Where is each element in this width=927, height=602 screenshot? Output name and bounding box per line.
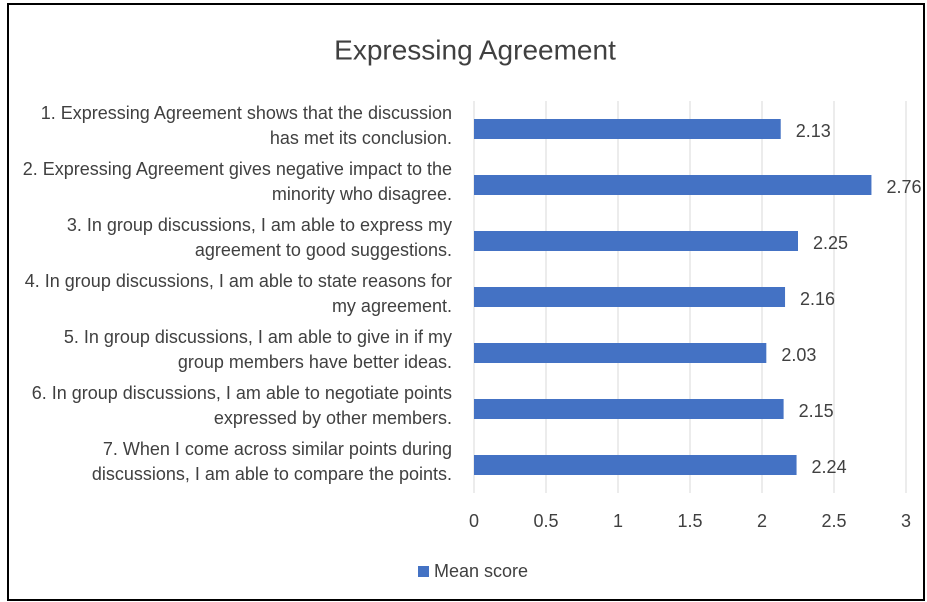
y-tick-label: 2. Expressing Agreement gives negative i… xyxy=(22,159,452,204)
x-tick-label: 0 xyxy=(469,511,479,531)
bar xyxy=(474,343,767,363)
x-tick-label: 1.5 xyxy=(677,511,702,531)
y-tick-label: 7. When I come across similar points dur… xyxy=(91,439,452,484)
legend-label: Mean score xyxy=(434,561,528,581)
x-tick-label: 2 xyxy=(757,511,767,531)
data-label: 2.25 xyxy=(813,233,848,253)
x-tick-label: 1 xyxy=(613,511,623,531)
y-tick-label: 3. In group discussions, I am able to ex… xyxy=(66,215,452,260)
y-tick-label: 5. In group discussions, I am able to gi… xyxy=(63,327,452,372)
bar xyxy=(474,175,872,195)
bar xyxy=(474,119,781,139)
data-label: 2.03 xyxy=(781,345,816,365)
y-tick-label: 1. Expressing Agreement shows that the d… xyxy=(40,103,452,148)
y-tick-label: 4. In group discussions, I am able to st… xyxy=(24,271,452,316)
x-tick-label: 2.5 xyxy=(821,511,846,531)
data-label: 2.76 xyxy=(886,177,921,197)
data-label: 2.13 xyxy=(796,121,831,141)
legend-swatch xyxy=(418,566,429,577)
bar xyxy=(474,455,797,475)
y-tick-label: 6. In group discussions, I am able to ne… xyxy=(31,383,452,428)
bar xyxy=(474,287,786,307)
x-tick-label: 0.5 xyxy=(533,511,558,531)
data-label: 2.15 xyxy=(799,401,834,421)
bar xyxy=(474,399,784,419)
data-label: 2.16 xyxy=(800,289,835,309)
bar xyxy=(474,231,798,251)
x-tick-label: 3 xyxy=(901,511,911,531)
data-label: 2.24 xyxy=(812,457,847,477)
chart-title: Expressing Agreement xyxy=(334,34,616,65)
